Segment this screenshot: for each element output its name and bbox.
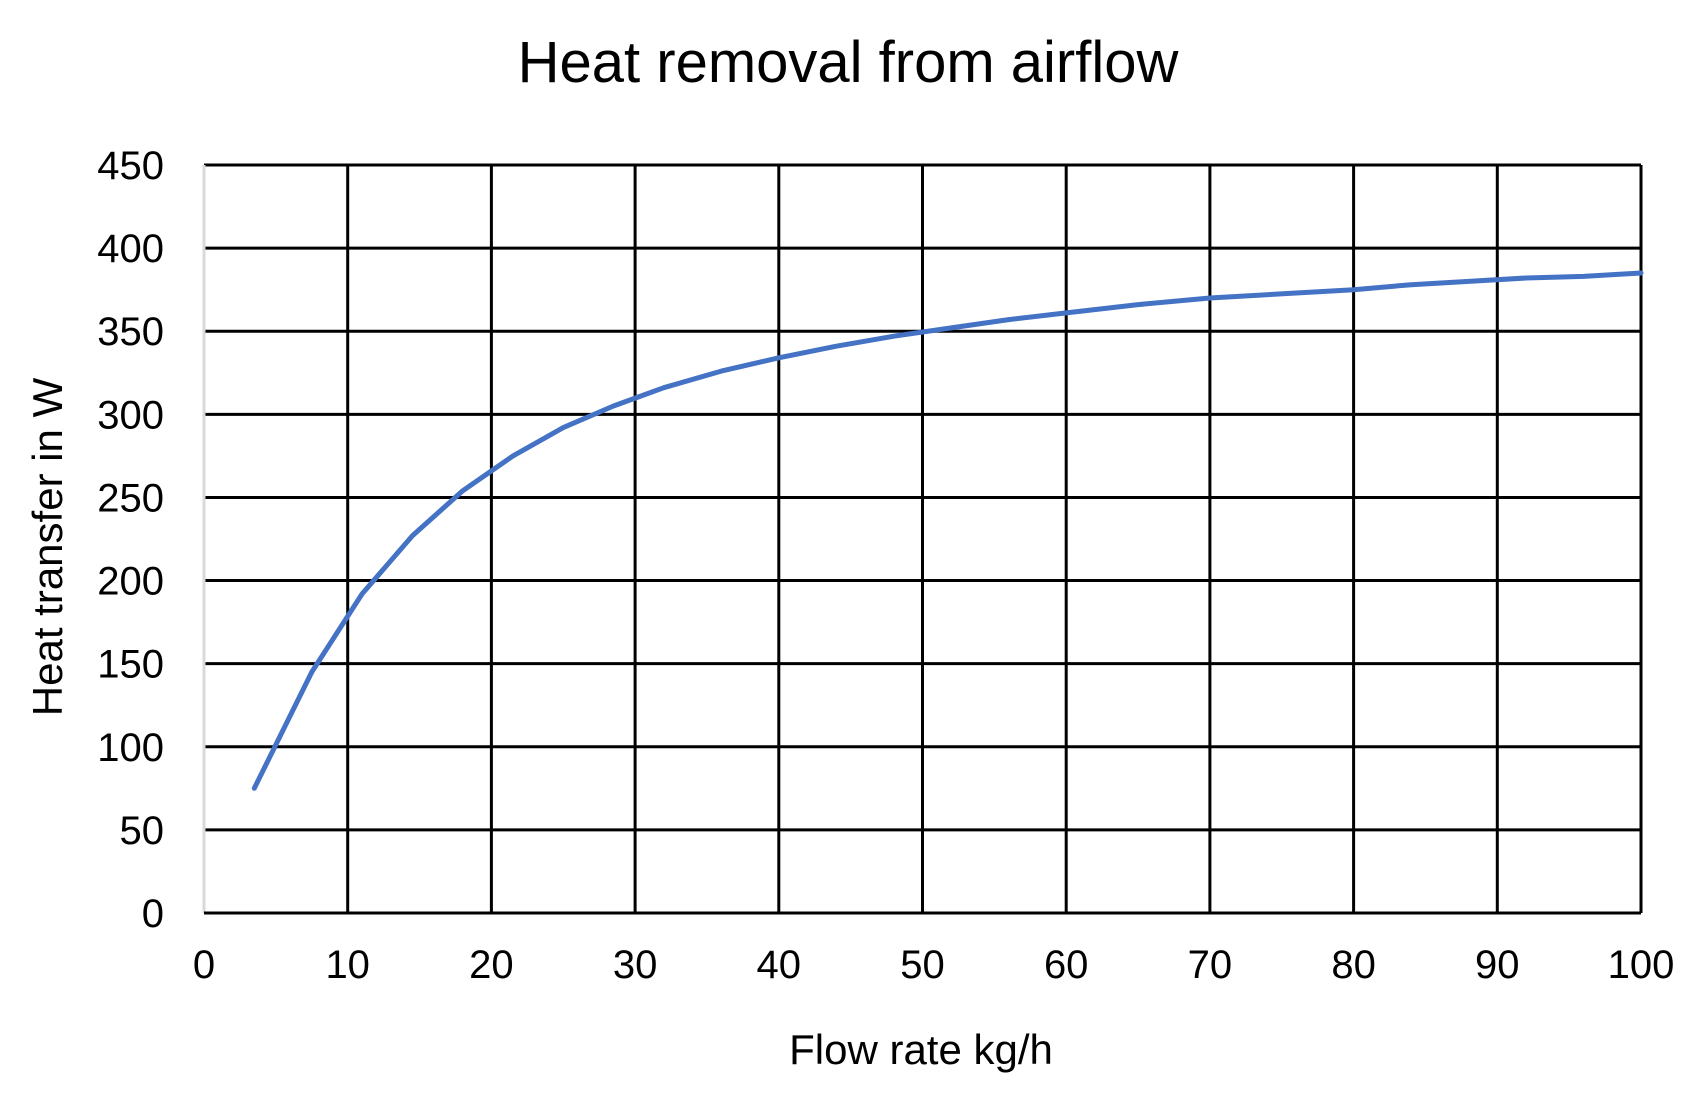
x-tick-label: 0 [193,943,215,987]
x-tick-label: 80 [1331,943,1376,987]
series-layer [251,270,1644,791]
y-tick-label: 200 [97,560,164,604]
x-tick-label: 20 [469,943,514,987]
x-tick-label: 30 [613,943,658,987]
x-axis-label: Flow rate kg/h [789,1026,1053,1073]
y-tick-label: 250 [97,476,164,520]
y-tick-label: 100 [97,726,164,770]
grid [204,163,1643,913]
chart-title: Heat removal from airflow [518,30,1180,95]
x-axis-ticks: 0 10 20 30 40 50 60 70 80 90 100 [193,943,1675,987]
y-tick-label: 0 [142,892,164,936]
y-tick-label: 400 [97,227,164,271]
x-tick-label: 100 [1608,943,1675,987]
y-axis-label: Heat transfer in W [24,377,71,716]
x-tick-label: 90 [1475,943,1520,987]
y-axis-ticks: 0 50 100 150 200 250 300 350 400 450 [97,144,164,936]
x-tick-label: 10 [325,943,370,987]
x-tick-label: 40 [757,943,802,987]
x-tick-label: 60 [1044,943,1089,987]
y-tick-label: 450 [97,144,164,188]
series-line [251,270,1644,791]
y-tick-label: 300 [97,393,164,437]
x-tick-label: 50 [900,943,945,987]
x-tick-label: 70 [1188,943,1233,987]
y-tick-label: 150 [97,643,164,687]
axes [202,165,1641,915]
y-tick-label: 350 [97,310,164,354]
y-tick-label: 50 [120,809,165,853]
